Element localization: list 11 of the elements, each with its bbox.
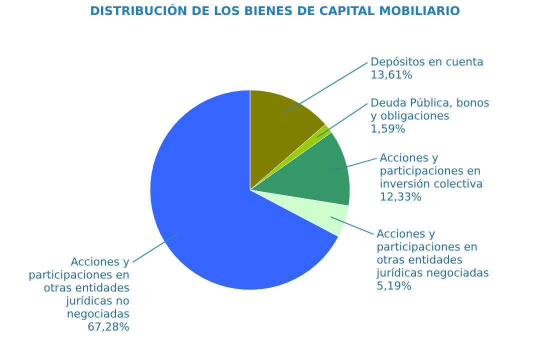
data-label: 12,33% — [380, 190, 422, 204]
data-label: 67,28% — [88, 320, 130, 334]
slice-label: Depósitos en cuenta — [370, 56, 484, 69]
slice-label: Acciones y participaciones en inversión colectiva — [380, 151, 483, 190]
chart-title: DISTRIBUCIÓN DE LOS BIENES DE CAPITAL MOBILIARIO — [90, 3, 460, 18]
data-label: 5,19% — [376, 279, 412, 292]
slice-label: Acciones y participaciones en otras entidades jurídicas negociadas — [376, 227, 490, 280]
data-label: 1,59% — [370, 122, 406, 136]
slice-label: Deuda Pública, bonos y obligaciones — [370, 96, 490, 123]
slice-label: Acciones y participaciones en otras entidades jurídicas no negociadas — [28, 255, 130, 320]
data-label: 13,61% — [370, 68, 412, 82]
